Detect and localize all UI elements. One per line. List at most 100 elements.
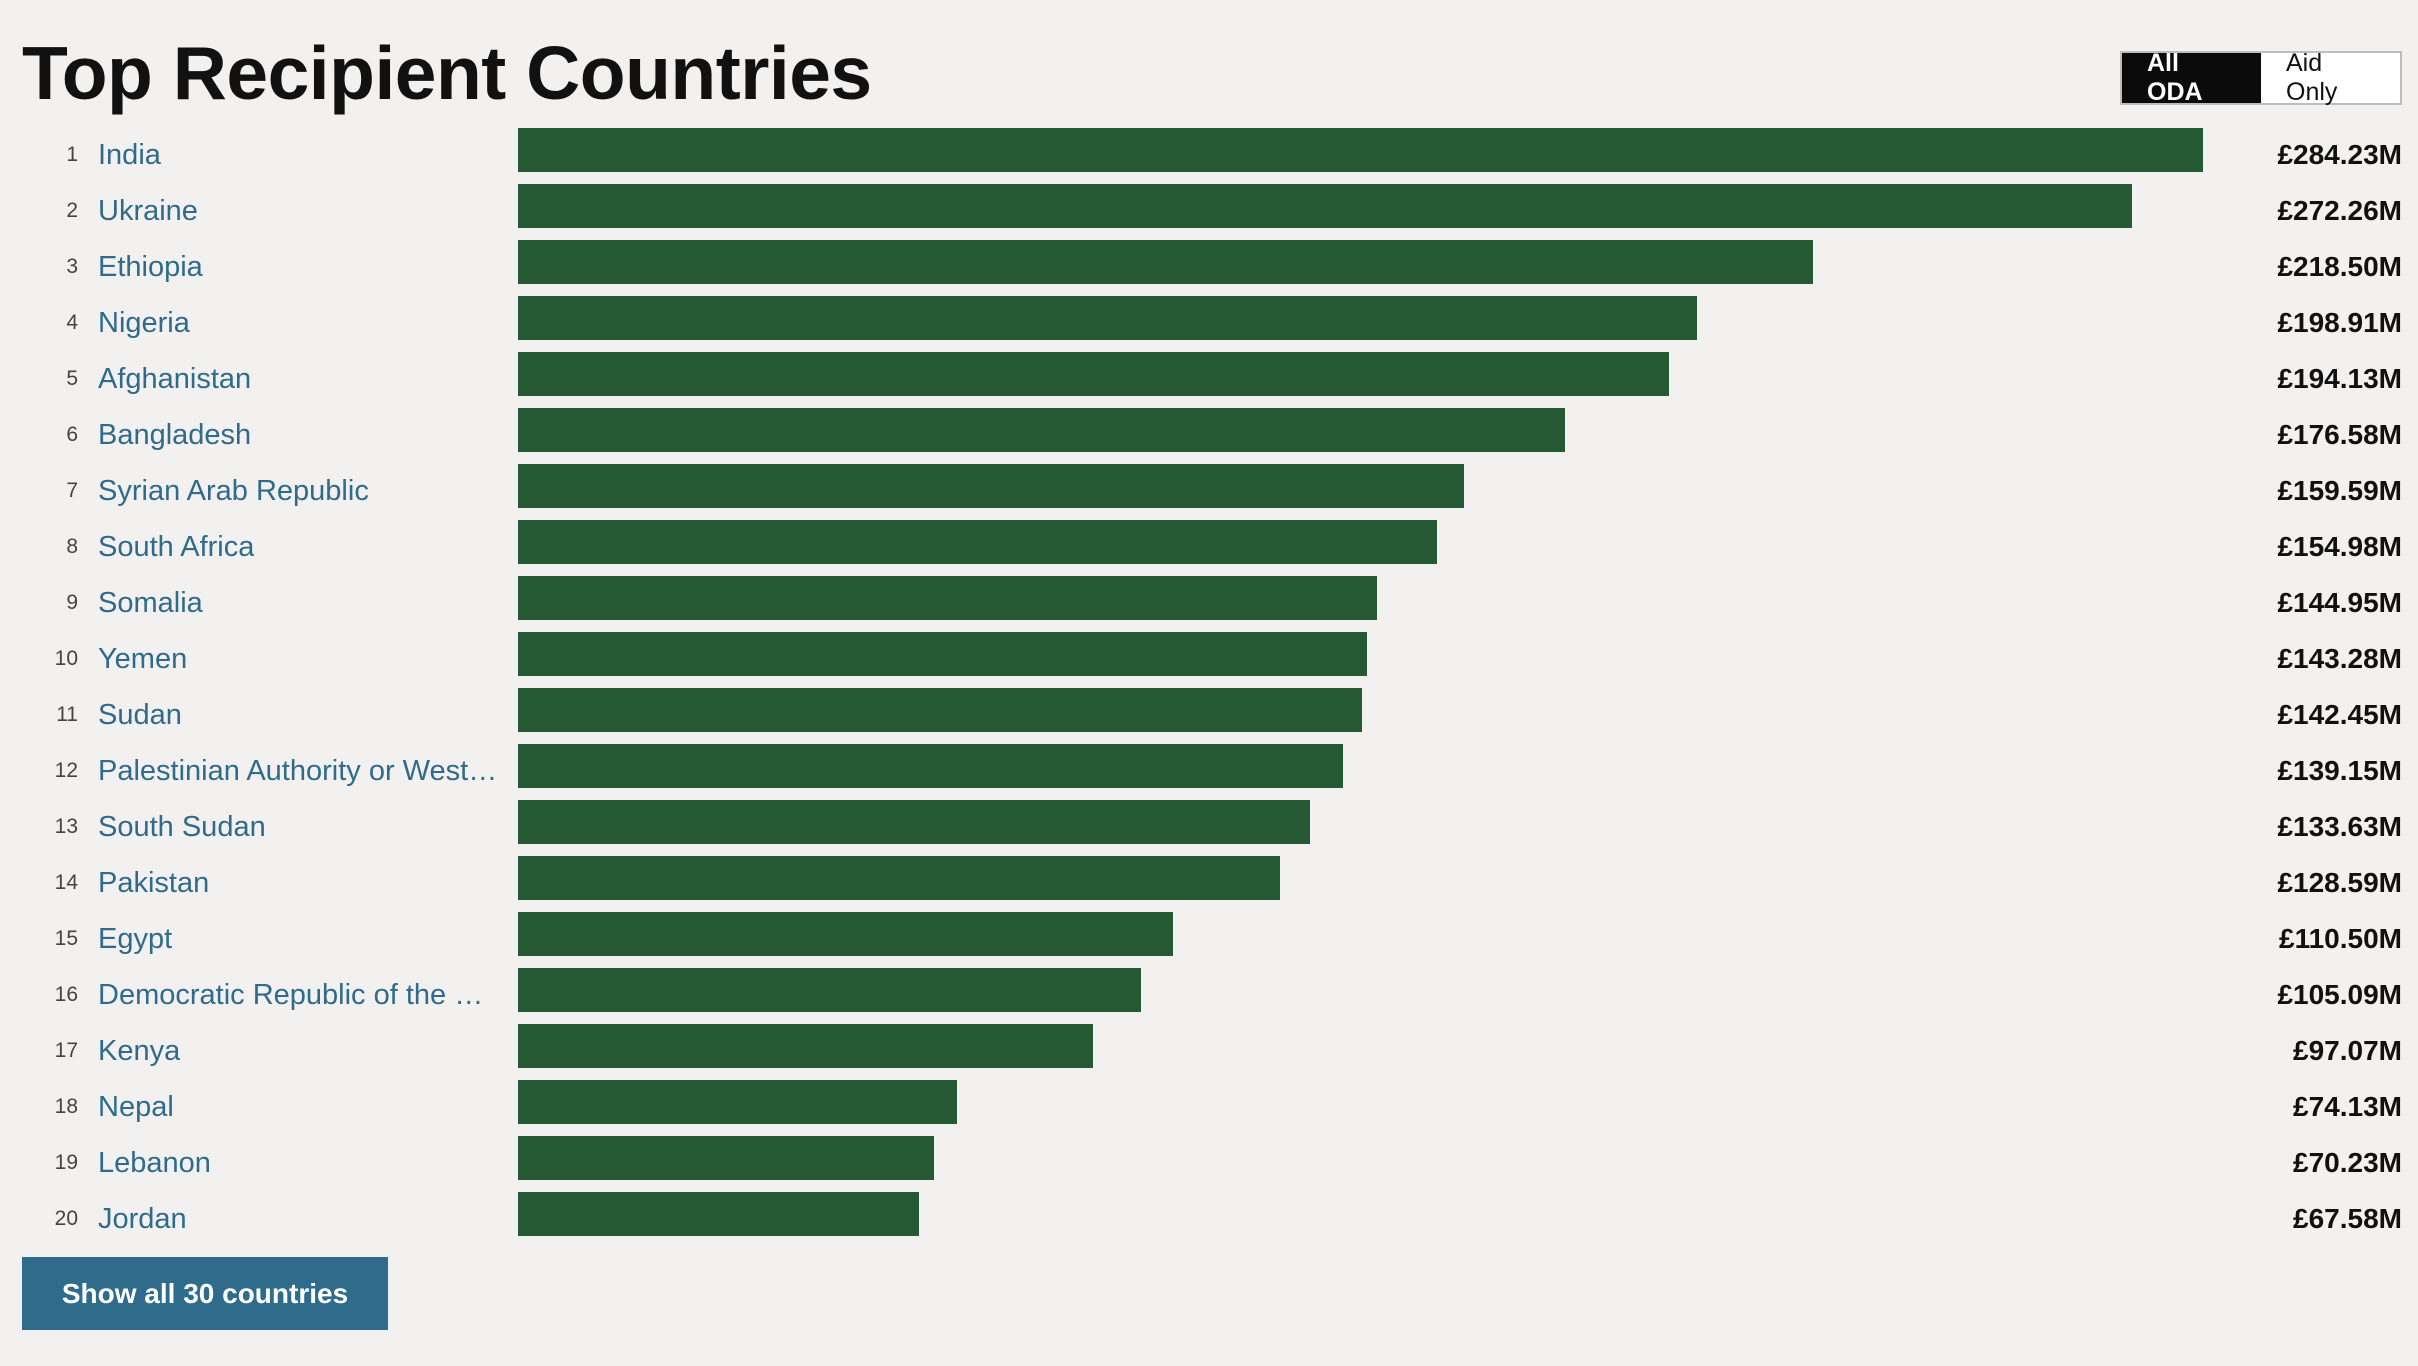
bar: [518, 408, 1565, 452]
rank-label: 20: [54, 1207, 78, 1230]
value-label: £194.13M: [2277, 363, 2402, 394]
oda-toggle: All ODA Aid Only: [2120, 49, 2402, 106]
bar: [518, 688, 1363, 732]
chart-row: 14 Pakistan £128.59M: [0, 855, 2418, 911]
bar: [518, 128, 2203, 172]
all-oda-toggle-button[interactable]: All ODA: [2122, 49, 2261, 106]
bar: [518, 240, 1814, 284]
chart-row: 8 South Africa £154.98M: [0, 519, 2418, 575]
country-link[interactable]: Sudan: [98, 687, 498, 743]
country-link[interactable]: Somalia: [98, 575, 498, 631]
rank-label: 10: [54, 647, 78, 670]
chart-row: 3 Ethiopia £218.50M: [0, 239, 2418, 295]
chart-row: 7 Syrian Arab Republic £159.59M: [0, 463, 2418, 519]
show-all-countries-button[interactable]: Show all 30 countries: [22, 1257, 388, 1330]
bar: [518, 1080, 958, 1124]
country-link[interactable]: Palestinian Authority or West …: [98, 743, 498, 799]
country-label: South Africa: [98, 530, 255, 563]
country-link[interactable]: Ukraine: [98, 183, 498, 239]
country-link[interactable]: Kenya: [98, 1023, 498, 1079]
value-label: £128.59M: [2277, 867, 2402, 898]
chart-row: 4 Nigeria £198.91M: [0, 295, 2418, 351]
bar: [518, 520, 1437, 564]
chart-row: 1 India £284.23M: [0, 127, 2418, 183]
country-label: Bangladesh: [98, 418, 252, 451]
rank-label: 16: [54, 983, 78, 1006]
chart-row: 20 Jordan £67.58M: [0, 1191, 2418, 1247]
value-label: £198.91M: [2277, 307, 2402, 338]
country-label: Palestinian Authority or West …: [98, 754, 498, 787]
value-label: £142.45M: [2277, 699, 2402, 730]
chart-row: 15 Egypt £110.50M: [0, 911, 2418, 967]
value-label: £70.23M: [2293, 1147, 2402, 1178]
rank-label: 15: [54, 927, 78, 950]
bar: [518, 800, 1311, 844]
country-link[interactable]: Syrian Arab Republic: [98, 463, 498, 519]
rank-label: 19: [54, 1151, 78, 1174]
country-label: Yemen: [98, 642, 188, 675]
value-label: £97.07M: [2293, 1035, 2402, 1066]
country-link[interactable]: Nigeria: [98, 295, 498, 351]
chart-row: 12 Palestinian Authority or West … £139.15…: [0, 743, 2418, 799]
value-label: £159.59M: [2277, 475, 2402, 506]
country-label: Jordan: [98, 1202, 187, 1235]
country-label: Pakistan: [98, 866, 210, 899]
value-label: £133.63M: [2277, 811, 2402, 842]
value-label: £67.58M: [2293, 1203, 2402, 1234]
country-link[interactable]: Jordan: [98, 1191, 498, 1247]
country-label: Egypt: [98, 922, 173, 955]
rank-label: 6: [66, 423, 78, 446]
country-link[interactable]: South Africa: [98, 519, 498, 575]
rank-label: 1: [66, 143, 78, 166]
rank-label: 7: [66, 479, 78, 502]
country-label: Nigeria: [98, 306, 190, 339]
country-link[interactable]: Bangladesh: [98, 407, 498, 463]
country-label: Democratic Republic of the C…: [98, 978, 498, 1011]
aid-only-toggle-button[interactable]: Aid Only: [2261, 49, 2400, 106]
country-label: Somalia: [98, 586, 203, 619]
country-label: India: [98, 138, 161, 171]
country-link[interactable]: Democratic Republic of the C…: [98, 967, 498, 1023]
country-link[interactable]: Egypt: [98, 911, 498, 967]
rank-label: 3: [66, 255, 78, 278]
value-label: £105.09M: [2277, 979, 2402, 1010]
chart-row: 13 South Sudan £133.63M: [0, 799, 2418, 855]
country-link[interactable]: South Sudan: [98, 799, 498, 855]
country-link[interactable]: Lebanon: [98, 1135, 498, 1191]
country-label: Syrian Arab Republic: [98, 474, 369, 507]
rank-label: 9: [66, 591, 78, 614]
value-label: £143.28M: [2277, 643, 2402, 674]
rank-label: 8: [66, 535, 78, 558]
country-link[interactable]: Nepal: [98, 1079, 498, 1135]
chart-row: 5 Afghanistan £194.13M: [0, 351, 2418, 407]
rank-label: 5: [66, 367, 78, 390]
chart-row: 17 Kenya £97.07M: [0, 1023, 2418, 1079]
chart-row: 16 Democratic Republic of the C… £105.09M: [0, 967, 2418, 1023]
value-label: £74.13M: [2293, 1091, 2402, 1122]
country-link[interactable]: India: [98, 127, 498, 183]
bar: [518, 912, 1174, 956]
country-link[interactable]: Afghanistan: [98, 351, 498, 407]
bar: [518, 1192, 919, 1236]
chart-row: 19 Lebanon £70.23M: [0, 1135, 2418, 1191]
country-label: Afghanistan: [98, 362, 252, 395]
country-link[interactable]: Yemen: [98, 631, 498, 687]
country-link[interactable]: Pakistan: [98, 855, 498, 911]
bar-chart: 1 India £284.23M 2 Ukraine £272.26M 3 Ethiopia £…: [0, 127, 2418, 1247]
value-label: £110.50M: [2279, 923, 2402, 954]
country-label: Sudan: [98, 698, 182, 731]
chart-row: 6 Bangladesh £176.58M: [0, 407, 2418, 463]
rank-label: 12: [54, 759, 78, 782]
bar: [518, 1024, 1094, 1068]
bar: [518, 296, 1698, 340]
chart-row: 11 Sudan £142.45M: [0, 687, 2418, 743]
country-link[interactable]: Ethiopia: [98, 239, 498, 295]
value-label: £144.95M: [2277, 587, 2402, 618]
bar: [518, 184, 2133, 228]
value-label: £154.98M: [2277, 531, 2402, 562]
value-label: £284.23M: [2277, 139, 2402, 170]
bar: [518, 968, 1141, 1012]
bar: [518, 576, 1378, 620]
bar: [518, 1136, 935, 1180]
country-label: South Sudan: [98, 810, 266, 843]
